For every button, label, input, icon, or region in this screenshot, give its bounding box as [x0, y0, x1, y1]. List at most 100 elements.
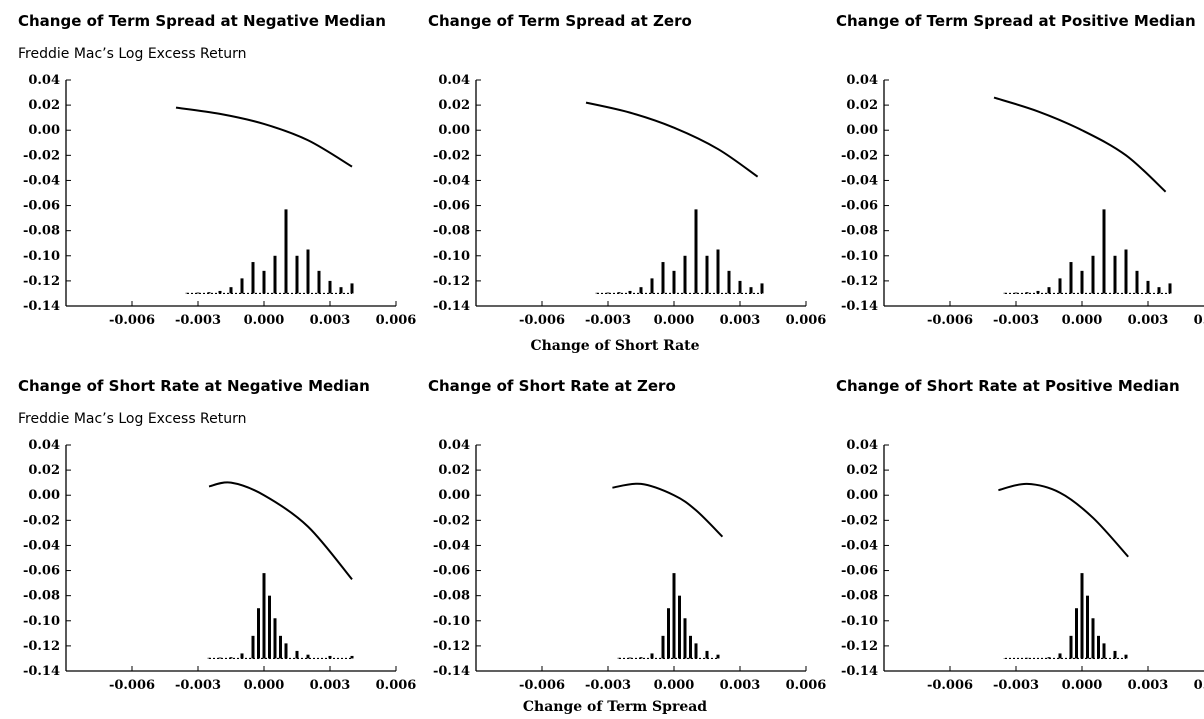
y-tick-label: 0.04 [28, 73, 60, 88]
series-line [993, 96, 1167, 193]
y-tick-label: 0.04 [846, 73, 878, 88]
y-tick-label: -0.10 [841, 249, 878, 264]
x-tick-label: 0.000 [1062, 313, 1103, 328]
y-tick-label: -0.04 [23, 538, 60, 553]
x-tick-label: 0.006 [1194, 313, 1204, 328]
y-tick-label: -0.02 [841, 148, 878, 163]
y-tick-label: -0.14 [433, 299, 470, 314]
y-tick-label: -0.10 [23, 249, 60, 264]
shared-xlabel-row2: Change of Term Spread [522, 699, 708, 715]
y-tick-label: -0.08 [433, 589, 470, 604]
x-tick-label: -0.003 [993, 313, 1039, 328]
x-tick-label: 0.003 [720, 313, 761, 328]
y-tick-label: -0.14 [433, 664, 470, 679]
y-tick-label: -0.14 [841, 664, 878, 679]
y-tick-label: -0.12 [433, 639, 470, 654]
y-tick-label: 0.02 [28, 98, 60, 113]
y-tick-label: -0.06 [841, 564, 878, 579]
x-tick-label: 0.006 [786, 678, 827, 693]
x-tick-label: 0.006 [376, 678, 417, 693]
x-tick-label: -0.006 [109, 313, 155, 328]
shared-xlabel-row1: Change of Short Rate [530, 338, 700, 354]
y-tick-label: -0.04 [23, 173, 60, 188]
y-tick-label: -0.02 [23, 148, 60, 163]
x-tick-label: 0.006 [376, 313, 417, 328]
chart-title: Change of Term Spread at Positive Median [836, 12, 1196, 30]
y-tick-label: 0.02 [438, 463, 470, 478]
x-tick-label: -0.006 [927, 313, 973, 328]
chart-panel: Change of Short Rate at Zero 0.04 0.02 0.00… [428, 377, 828, 697]
x-tick-label: -0.003 [585, 313, 631, 328]
chart-panel: Change of Short Rate at Positive Median 0… [836, 377, 1204, 697]
y-axis-label: Freddie Mac’s Log Excess Return [18, 411, 247, 427]
y-tick-label: -0.02 [23, 513, 60, 528]
y-tick-label: 0.04 [846, 438, 878, 453]
chart-plot: 0.04 0.02 0.00 -0.02 -0.04 -0.06 -0.08 -0.10 -0.… [841, 73, 1204, 328]
y-tick-label: 0.00 [846, 123, 878, 138]
y-tick-label: -0.14 [23, 299, 60, 314]
x-tick-label: 0.000 [654, 313, 695, 328]
y-tick-label: -0.14 [23, 664, 60, 679]
x-tick-label: -0.006 [109, 678, 155, 693]
x-tick-label: 0.006 [1194, 678, 1204, 693]
y-tick-label: -0.10 [433, 614, 470, 629]
series-line [175, 106, 353, 168]
y-tick-label: 0.00 [438, 123, 470, 138]
chart-title: Change of Short Rate at Positive Median [836, 377, 1180, 395]
chart-title: Change of Term Spread at Zero [428, 12, 692, 30]
chart-panel: Change of Short Rate at Negative Median F… [18, 377, 418, 697]
x-tick-label: -0.006 [519, 313, 565, 328]
y-tick-label: 0.00 [846, 488, 878, 503]
chart-title: Change of Short Rate at Negative Median [18, 377, 370, 395]
chart-plot: 0.04 0.02 0.00 -0.02 -0.04 -0.06 -0.08 -0.10 -0.… [433, 73, 826, 328]
x-tick-label: -0.003 [175, 678, 221, 693]
y-tick-label: -0.02 [433, 148, 470, 163]
x-tick-label: 0.003 [1128, 313, 1169, 328]
x-tick-label: -0.003 [585, 678, 631, 693]
y-tick-label: 0.02 [438, 98, 470, 113]
x-tick-label: 0.000 [1062, 678, 1103, 693]
y-tick-label: -0.12 [23, 639, 60, 654]
x-tick-label: -0.003 [993, 678, 1039, 693]
x-tick-label: -0.003 [175, 313, 221, 328]
y-tick-label: -0.06 [433, 564, 470, 579]
y-tick-label: -0.06 [433, 199, 470, 214]
chart-panel: Change of Term Spread at Zero 0.04 0.02 0.0… [428, 12, 828, 332]
y-tick-label: -0.04 [841, 538, 878, 553]
chart-title: Change of Short Rate at Zero [428, 377, 676, 395]
x-tick-label: 0.000 [654, 678, 695, 693]
y-axis-label: Freddie Mac’s Log Excess Return [18, 46, 247, 62]
y-tick-label: -0.08 [841, 589, 878, 604]
series-line [208, 481, 353, 580]
y-tick-label: 0.00 [28, 123, 60, 138]
series-line [585, 101, 759, 178]
y-tick-label: -0.02 [841, 513, 878, 528]
y-tick-label: -0.08 [23, 589, 60, 604]
y-tick-label: -0.08 [433, 224, 470, 239]
y-tick-label: -0.04 [433, 173, 470, 188]
x-tick-label: 0.003 [310, 678, 351, 693]
chart-plot: 0.04 0.02 0.00 -0.02 -0.04 -0.06 -0.08 -0.10 -0.… [433, 438, 827, 693]
y-tick-label: -0.10 [433, 249, 470, 264]
y-tick-label: -0.14 [841, 299, 878, 314]
y-tick-label: -0.08 [23, 224, 60, 239]
y-tick-label: -0.06 [841, 199, 878, 214]
series-line [998, 482, 1129, 558]
chart-panel: Change of Term Spread at Negative Median… [18, 12, 418, 332]
chart-plot: 0.04 0.02 0.00 -0.02 -0.04 -0.06 -0.08 -0.10 -0.… [23, 73, 417, 328]
x-tick-label: 0.003 [720, 678, 761, 693]
y-tick-label: 0.02 [28, 463, 60, 478]
y-tick-label: -0.08 [841, 224, 878, 239]
y-tick-label: -0.12 [433, 274, 470, 289]
y-tick-label: -0.04 [433, 538, 470, 553]
y-tick-label: 0.02 [846, 98, 878, 113]
y-tick-label: 0.00 [438, 488, 470, 503]
y-tick-label: -0.02 [433, 513, 470, 528]
x-tick-label: -0.006 [927, 678, 973, 693]
y-tick-label: -0.04 [841, 173, 878, 188]
y-tick-label: -0.06 [23, 199, 60, 214]
y-tick-label: -0.12 [841, 639, 878, 654]
y-tick-label: 0.02 [846, 463, 878, 478]
series-line [612, 482, 724, 538]
y-tick-label: -0.12 [23, 274, 60, 289]
